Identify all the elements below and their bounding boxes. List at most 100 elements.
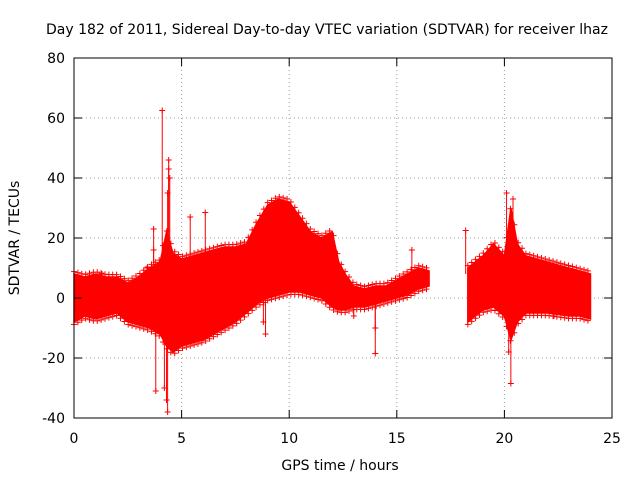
data-point [557, 314, 564, 321]
data-point [581, 266, 588, 273]
data-point [280, 194, 287, 201]
data-point [253, 219, 260, 226]
data-point [191, 250, 198, 257]
data-point [480, 250, 487, 257]
data-point [322, 230, 329, 237]
data-point-outlier [505, 349, 512, 355]
data-point [346, 308, 353, 315]
data-point [369, 304, 376, 311]
data-point [388, 298, 395, 305]
data-point-outlier [187, 214, 194, 220]
y-tick-label: 0 [56, 291, 65, 307]
data-point [411, 264, 418, 271]
data-point-outlier [165, 166, 172, 172]
data-point-outlier [164, 409, 171, 415]
data-point [326, 228, 333, 235]
x-axis: 0 5 10 15 20 25 [70, 58, 621, 447]
data-point [468, 259, 475, 266]
y-tick-label: 60 [47, 111, 65, 127]
data-point [577, 265, 584, 272]
data-point [334, 308, 341, 315]
data-point [136, 270, 143, 277]
data-point [373, 303, 380, 310]
x-tick-label: 20 [495, 431, 513, 447]
data-point [384, 299, 391, 306]
data-point [303, 293, 310, 300]
data-point [272, 195, 279, 202]
data-point-outlier [372, 350, 379, 357]
data-point [353, 281, 360, 288]
data-point [396, 273, 403, 280]
data-point-outlier [462, 227, 469, 234]
data-point [299, 215, 306, 222]
data-point-outlier [507, 380, 514, 387]
data-point [256, 212, 263, 219]
data-point [584, 317, 591, 324]
data-point [148, 328, 155, 335]
data-point-outlier [98, 271, 105, 277]
data-point [377, 302, 384, 309]
data-point [550, 258, 557, 265]
data-point [468, 318, 475, 325]
data-point [202, 337, 209, 344]
data-point [74, 319, 81, 326]
data-point [495, 244, 502, 251]
data-point [198, 339, 205, 346]
data-point [268, 197, 275, 204]
data-point [519, 316, 526, 323]
data-point [561, 314, 568, 321]
data-band [467, 207, 592, 343]
data-point-outlier [408, 247, 415, 253]
data-point-outlier [163, 397, 170, 403]
data-point [194, 249, 201, 256]
data-point [526, 251, 533, 258]
data-point [519, 245, 526, 252]
data-point [98, 316, 105, 323]
data-point [121, 318, 128, 325]
data-point-outlier [164, 190, 171, 196]
data-point [530, 252, 537, 259]
data-point [144, 326, 151, 333]
data-point [237, 240, 244, 247]
data-point [480, 309, 487, 316]
data-point [511, 329, 518, 336]
data-point [322, 301, 329, 307]
data-point [280, 293, 287, 300]
data-point [260, 206, 267, 213]
data-point [229, 322, 236, 329]
data-point [94, 269, 101, 276]
data-point [311, 228, 318, 235]
data-point [553, 259, 560, 266]
data-point [419, 263, 426, 270]
data-point-outlier [503, 190, 510, 196]
data-point-outlier [166, 175, 173, 181]
data-point [408, 292, 415, 299]
data-point [206, 335, 213, 342]
data-point [132, 323, 139, 330]
y-tick-label: -20 [42, 351, 65, 367]
data-point [74, 269, 81, 276]
data-point [179, 253, 186, 260]
data-point [311, 295, 318, 302]
data-point [299, 292, 306, 299]
data-point [561, 261, 568, 268]
data-point [295, 291, 302, 298]
data-point [183, 344, 190, 351]
data-point [140, 267, 147, 274]
data-point [245, 310, 252, 317]
data-point [553, 313, 560, 320]
data-point [86, 270, 93, 277]
data-point [167, 349, 174, 356]
data-point [210, 244, 217, 251]
data-point [415, 262, 422, 269]
data-point [160, 242, 167, 249]
data-point-outlier [202, 209, 209, 216]
data-point [392, 275, 399, 282]
data-point [315, 296, 322, 303]
data-point-outlier [161, 385, 168, 391]
data-point [515, 320, 522, 327]
data-point [287, 199, 294, 205]
data-point [415, 288, 422, 295]
data-point [318, 232, 325, 239]
data-point [542, 256, 549, 262]
